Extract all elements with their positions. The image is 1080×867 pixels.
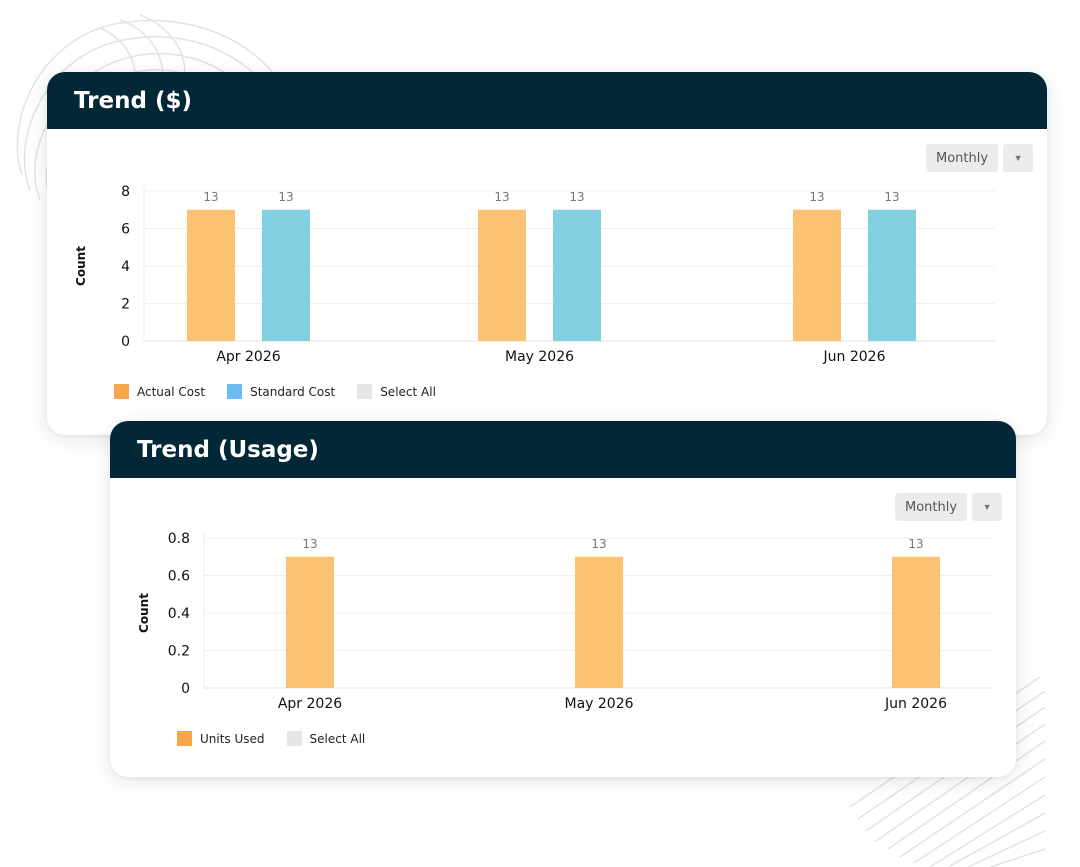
legend-swatch <box>227 384 243 399</box>
trend-cost-period-select[interactable]: Monthly <box>926 144 999 172</box>
y-tick-label: 2 <box>121 297 130 313</box>
legend-label: Select All <box>309 731 366 746</box>
bar <box>553 209 601 341</box>
x-tick-label: Apr 2026 <box>278 696 342 712</box>
bar-data-label: 13 <box>203 190 218 204</box>
trend-cost-legend-item[interactable]: Actual Cost <box>114 384 205 399</box>
trend-cost-period-controls: Monthly ▼ <box>926 144 1034 172</box>
bar-data-label: 13 <box>302 537 317 551</box>
bar <box>478 209 526 341</box>
legend-swatch <box>357 384 373 399</box>
y-axis-label: Count <box>74 246 88 286</box>
trend-cost-title: Trend ($) <box>47 72 1047 129</box>
bar-data-label: 13 <box>591 537 606 551</box>
trend-usage-card: Trend (Usage) Monthly ▼ 0 0.2 0.4 0.6 0.8 Cou… <box>110 421 1016 777</box>
trend-usage-title: Trend (Usage) <box>110 421 1016 478</box>
legend-swatch <box>114 384 129 399</box>
trend-usage-chart: 0 0.2 0.4 0.6 0.8 Count 13 Apr 2026 13 May 2026 13… <box>137 531 992 712</box>
y-tick-label: 0.4 <box>168 606 190 622</box>
trend-usage-period-controls: Monthly ▼ <box>895 493 1003 521</box>
y-tick-label: 0.2 <box>168 644 190 660</box>
y-axis-label: Count <box>137 593 151 633</box>
bar <box>892 556 940 688</box>
x-tick-label: May 2026 <box>505 349 574 365</box>
legend-swatch <box>286 731 302 746</box>
bar <box>793 209 841 341</box>
trend-cost-legend: Actual Cost Standard Cost Select All <box>114 384 436 399</box>
legend-label: Select All <box>380 384 436 399</box>
bar <box>286 556 334 688</box>
bar <box>187 209 235 341</box>
bar-data-label: 13 <box>569 190 584 204</box>
y-tick-label: 8 <box>121 184 130 200</box>
bar <box>868 209 916 341</box>
trend-usage-legend-item[interactable]: Select All <box>286 731 366 746</box>
bar-data-label: 13 <box>278 190 293 204</box>
trend-cost-legend-item[interactable]: Standard Cost <box>227 384 335 399</box>
y-tick-label: 4 <box>121 259 130 275</box>
legend-label: Standard Cost <box>250 384 336 399</box>
trend-usage-legend-item[interactable]: Units Used <box>177 731 265 746</box>
x-tick-label: Jun 2026 <box>823 349 886 365</box>
bar <box>262 209 310 341</box>
bar-data-label: 13 <box>809 190 824 204</box>
chevron-down-icon[interactable]: ▼ <box>972 493 1003 521</box>
bar-data-label: 13 <box>908 537 923 551</box>
bar-data-label: 13 <box>884 190 899 204</box>
legend-label: Actual Cost <box>137 384 206 399</box>
trend-cost-chart: 0 2 4 6 8 Count 13 13 Apr 2026 13 13 May 2026 13 13 Ju… <box>74 184 995 365</box>
x-tick-label: Jun 2026 <box>884 696 947 712</box>
x-tick-label: May 2026 <box>564 696 633 712</box>
trend-cost-legend-item[interactable]: Select All <box>357 384 436 399</box>
legend-label: Units Used <box>200 731 265 746</box>
legend-swatch <box>177 731 192 746</box>
trend-cost-card: Trend ($) Monthly ▼ 0 2 4 6 8 Count 13 13 Apr 20… <box>47 72 1047 435</box>
trend-usage-period-select[interactable]: Monthly <box>895 493 968 521</box>
y-tick-label: 0 <box>121 334 130 350</box>
bar-data-label: 13 <box>494 190 509 204</box>
y-tick-label: 6 <box>121 222 130 238</box>
trend-usage-legend: Units Used Select All <box>177 731 365 746</box>
y-tick-label: 0.8 <box>168 531 190 547</box>
x-tick-label: Apr 2026 <box>216 349 280 365</box>
y-tick-label: 0.6 <box>168 569 190 585</box>
bar <box>575 556 623 688</box>
y-tick-label: 0 <box>181 681 190 697</box>
chevron-down-icon[interactable]: ▼ <box>1003 144 1034 172</box>
